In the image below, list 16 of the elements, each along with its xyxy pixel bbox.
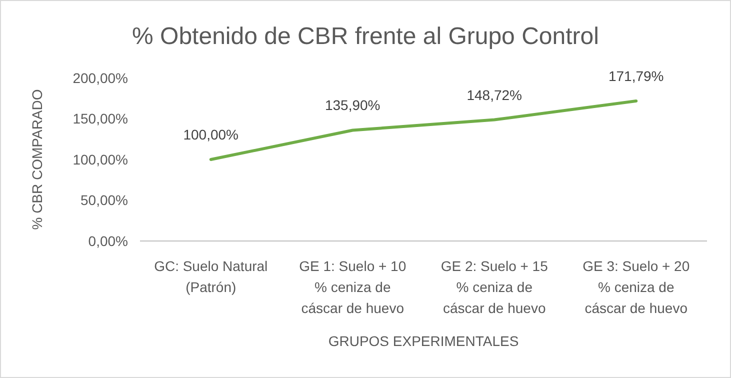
y-tick-label: 50,00% [80,192,128,208]
data-label: 100,00% [183,126,239,142]
y-tick-label: 150,00% [72,110,128,127]
x-tick-label: GE 1: Suelo + 10 % ceniza de cáscar de huevo [299,258,406,316]
x-tick-label: GE 2: Suelo + 15 % ceniza de cáscar de huevo [440,258,548,316]
x-tick-label: GE 3: Suelo + 20 % ceniza de cáscar de huevo [582,258,690,316]
y-axis-title: % CBR COMPARADO [29,89,45,230]
x-tick-label: GC: Suelo Natural (Patrón) [154,258,268,295]
chart-title: % Obtenido de CBR frente al Grupo Control [132,23,599,50]
y-tick-label: 200,00% [72,70,128,86]
data-label: 148,72% [466,86,522,103]
x-axis-title: GRUPOS EXPERIMENTALES [328,333,519,349]
y-tick-label: 0,00% [88,232,128,249]
y-tick-label: 100,00% [72,151,128,168]
data-label: 171,79% [608,68,664,84]
data-label: 135,90% [324,97,380,114]
